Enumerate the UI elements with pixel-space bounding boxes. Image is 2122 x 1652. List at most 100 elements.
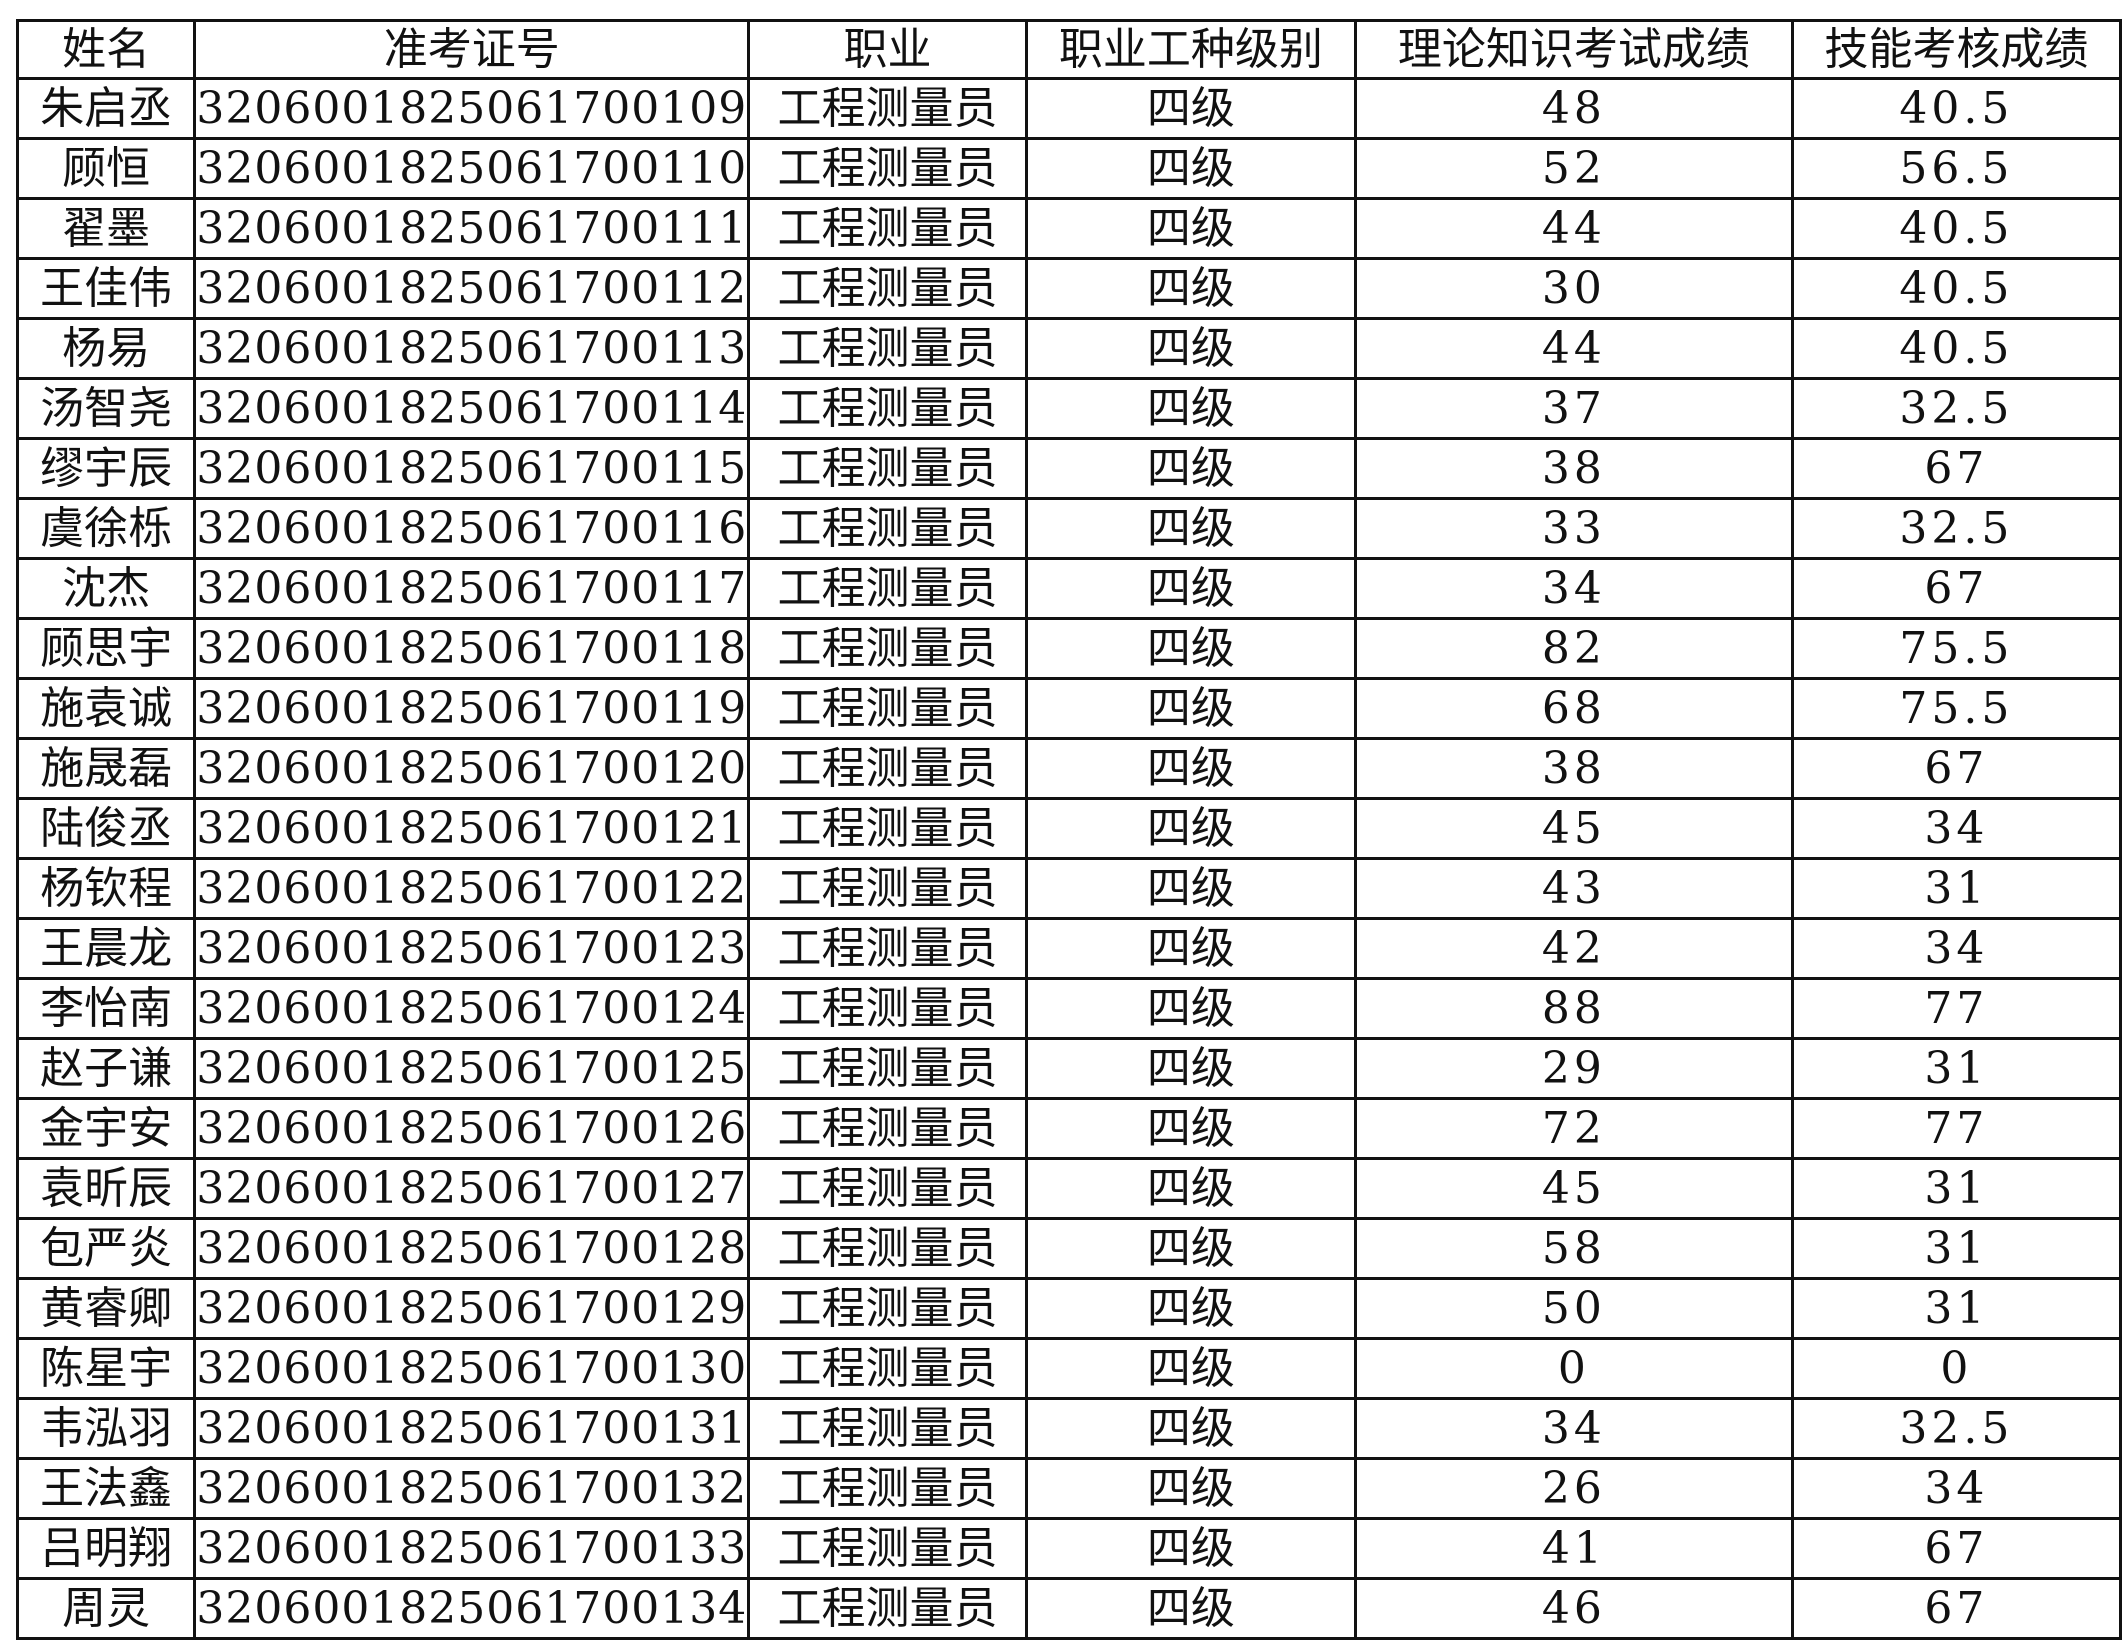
cell-skill-score: 0 — [1790, 1337, 2122, 1400]
cell-level: 四级 — [1024, 1457, 1357, 1520]
cell-level: 四级 — [1024, 1577, 1357, 1640]
table-row: 袁昕辰 3206001825061700127 工程测量员 四级 45 31 — [15, 1157, 2122, 1220]
cell-theory-score: 68 — [1353, 677, 1794, 740]
cell-theory-score: 33 — [1353, 497, 1794, 560]
table-row: 顾思宇 3206001825061700118 工程测量员 四级 82 75.5 — [15, 617, 2122, 680]
cell-skill-score: 75.5 — [1790, 677, 2122, 740]
cell-skill-score: 67 — [1790, 1577, 2122, 1640]
cell-theory-score: 50 — [1353, 1277, 1794, 1340]
cell-name: 翟墨 — [15, 197, 197, 260]
cell-level: 四级 — [1024, 77, 1357, 140]
cell-skill-score: 31 — [1790, 1157, 2122, 1220]
cell-ticket-number: 3206001825061700128 — [193, 1217, 751, 1280]
cell-ticket-number: 3206001825061700118 — [193, 617, 751, 680]
cell-ticket-number: 3206001825061700116 — [193, 497, 751, 560]
table-row: 汤智尧 3206001825061700114 工程测量员 四级 37 32.5 — [15, 377, 2122, 440]
cell-name: 金宇安 — [15, 1097, 197, 1160]
cell-level: 四级 — [1024, 1097, 1357, 1160]
cell-skill-score: 31 — [1790, 1037, 2122, 1100]
cell-skill-score: 75.5 — [1790, 617, 2122, 680]
cell-name: 陈星宇 — [15, 1337, 197, 1400]
cell-ticket-number: 3206001825061700133 — [193, 1517, 751, 1580]
cell-skill-score: 34 — [1790, 1457, 2122, 1520]
table-row: 包严炎 3206001825061700128 工程测量员 四级 58 31 — [15, 1217, 2122, 1280]
cell-theory-score: 34 — [1353, 1397, 1794, 1460]
cell-name: 周灵 — [15, 1577, 197, 1640]
cell-theory-score: 44 — [1353, 317, 1794, 380]
cell-ticket-number: 3206001825061700126 — [193, 1097, 751, 1160]
cell-occupation: 工程测量员 — [747, 677, 1028, 740]
header-occupation: 职业 — [747, 19, 1028, 80]
cell-level: 四级 — [1024, 1217, 1357, 1280]
cell-theory-score: 0 — [1353, 1337, 1794, 1400]
cell-ticket-number: 3206001825061700122 — [193, 857, 751, 920]
cell-name: 包严炎 — [15, 1217, 197, 1280]
cell-level: 四级 — [1024, 497, 1357, 560]
cell-ticket-number: 3206001825061700129 — [193, 1277, 751, 1340]
cell-skill-score: 31 — [1790, 857, 2122, 920]
cell-level: 四级 — [1024, 1157, 1357, 1220]
cell-name: 韦泓羽 — [15, 1397, 197, 1460]
cell-occupation: 工程测量员 — [747, 857, 1028, 920]
cell-theory-score: 58 — [1353, 1217, 1794, 1280]
cell-occupation: 工程测量员 — [747, 317, 1028, 380]
cell-theory-score: 30 — [1353, 257, 1794, 320]
cell-skill-score: 67 — [1790, 437, 2122, 500]
cell-theory-score: 43 — [1353, 857, 1794, 920]
cell-ticket-number: 3206001825061700130 — [193, 1337, 751, 1400]
cell-level: 四级 — [1024, 197, 1357, 260]
cell-name: 缪宇辰 — [15, 437, 197, 500]
cell-name: 顾思宇 — [15, 617, 197, 680]
cell-name: 袁昕辰 — [15, 1157, 197, 1220]
cell-theory-score: 45 — [1353, 797, 1794, 860]
cell-name: 王佳伟 — [15, 257, 197, 320]
table-row: 朱启丞 320600182506170010​9 工程测量员 四级 48 40.5 — [15, 77, 2122, 140]
cell-level: 四级 — [1024, 1397, 1357, 1460]
cell-occupation: 工程测量员 — [747, 1277, 1028, 1340]
cell-occupation: 工程测量员 — [747, 617, 1028, 680]
cell-theory-score: 42 — [1353, 917, 1794, 980]
cell-theory-score: 46 — [1353, 1577, 1794, 1640]
cell-level: 四级 — [1024, 1037, 1357, 1100]
cell-skill-score: 77 — [1790, 977, 2122, 1040]
table-row: 赵子谦 3206001825061700125 工程测量员 四级 29 31 — [15, 1037, 2122, 1100]
cell-ticket-number: 3206001825061700125 — [193, 1037, 751, 1100]
cell-ticket-number: 320600182506170010​9 — [193, 77, 751, 140]
cell-theory-score: 72 — [1353, 1097, 1794, 1160]
cell-occupation: 工程测量员 — [747, 737, 1028, 800]
cell-ticket-number: 3206001825061700113 — [193, 317, 751, 380]
cell-name: 李怡南 — [15, 977, 197, 1040]
cell-theory-score: 44 — [1353, 197, 1794, 260]
cell-skill-score: 67 — [1790, 1517, 2122, 1580]
table-row: 沈杰 3206001825061700117 工程测量员 四级 34 67 — [15, 557, 2122, 620]
cell-skill-score: 40.5 — [1790, 317, 2122, 380]
cell-occupation: 工程测量员 — [747, 1217, 1028, 1280]
cell-level: 四级 — [1024, 677, 1357, 740]
cell-name: 吕明翔 — [15, 1517, 197, 1580]
cell-skill-score: 40.5 — [1790, 197, 2122, 260]
cell-ticket-number: 3206001825061700114 — [193, 377, 751, 440]
cell-skill-score: 31 — [1790, 1277, 2122, 1340]
cell-occupation: 工程测量员 — [747, 377, 1028, 440]
header-name: 姓名 — [15, 19, 197, 80]
cell-level: 四级 — [1024, 377, 1357, 440]
cell-skill-score: 32.5 — [1790, 377, 2122, 440]
cell-ticket-number: 3206001825061700117 — [193, 557, 751, 620]
cell-name: 陆俊丞 — [15, 797, 197, 860]
table-row: 陆俊丞 3206001825061700121 工程测量员 四级 45 34 — [15, 797, 2122, 860]
cell-name: 王法鑫 — [15, 1457, 197, 1520]
cell-theory-score: 82 — [1353, 617, 1794, 680]
cell-level: 四级 — [1024, 917, 1357, 980]
cell-skill-score: 31 — [1790, 1217, 2122, 1280]
cell-level: 四级 — [1024, 1277, 1357, 1340]
cell-theory-score: 29 — [1353, 1037, 1794, 1100]
cell-occupation: 工程测量员 — [747, 497, 1028, 560]
cell-level: 四级 — [1024, 557, 1357, 620]
table-row: 王佳伟 3206001825061700112 工程测量员 四级 30 40.5 — [15, 257, 2122, 320]
cell-theory-score: 45 — [1353, 1157, 1794, 1220]
cell-level: 四级 — [1024, 257, 1357, 320]
cell-level: 四级 — [1024, 437, 1357, 500]
cell-name: 汤智尧 — [15, 377, 197, 440]
cell-theory-score: 38 — [1353, 437, 1794, 500]
cell-occupation: 工程测量员 — [747, 1337, 1028, 1400]
